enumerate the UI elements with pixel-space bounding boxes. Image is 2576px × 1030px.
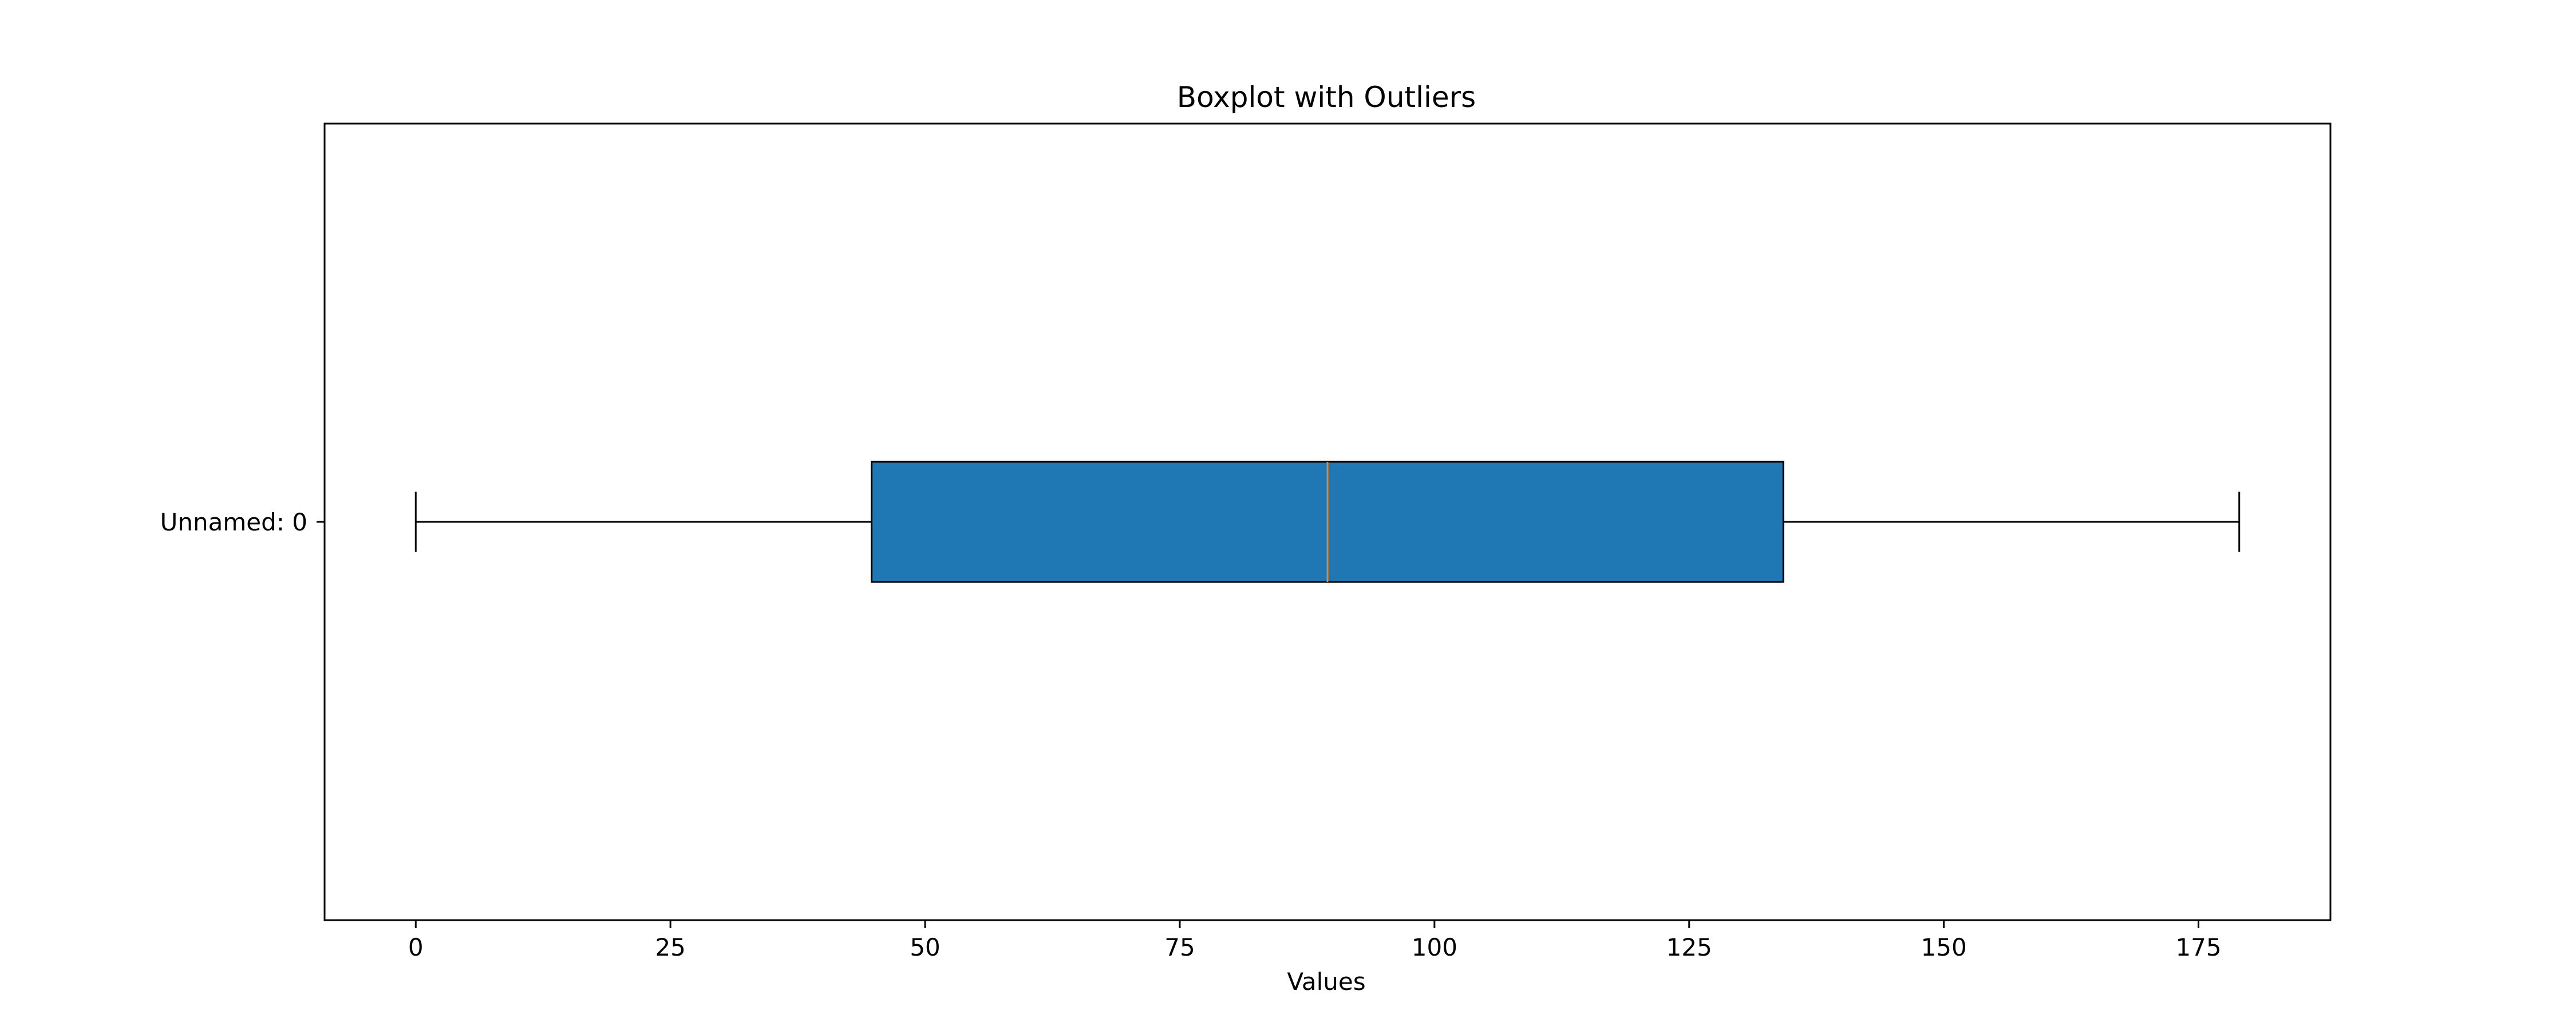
x-axis-label: Values <box>1287 968 1365 996</box>
x-tick-label: 25 <box>655 933 685 961</box>
x-tick-label: 0 <box>408 933 424 961</box>
x-tick-label: 175 <box>2175 933 2221 961</box>
x-tick-label: 125 <box>1666 933 1712 961</box>
x-tick-label: 100 <box>1412 933 1457 961</box>
y-axis-ticks: Unnamed: 0 <box>160 508 325 536</box>
x-tick-label: 75 <box>1164 933 1195 961</box>
plot-area <box>414 461 2241 583</box>
box-layer <box>414 461 2241 583</box>
chart-title: Boxplot with Outliers <box>1177 81 1476 114</box>
x-tick-label: 50 <box>910 933 940 961</box>
x-axis-ticks: 0 25 50 75 100 125 150 175 <box>408 920 2222 961</box>
y-tick-label: Unnamed: 0 <box>160 508 307 536</box>
x-tick-label: 150 <box>1921 933 1967 961</box>
